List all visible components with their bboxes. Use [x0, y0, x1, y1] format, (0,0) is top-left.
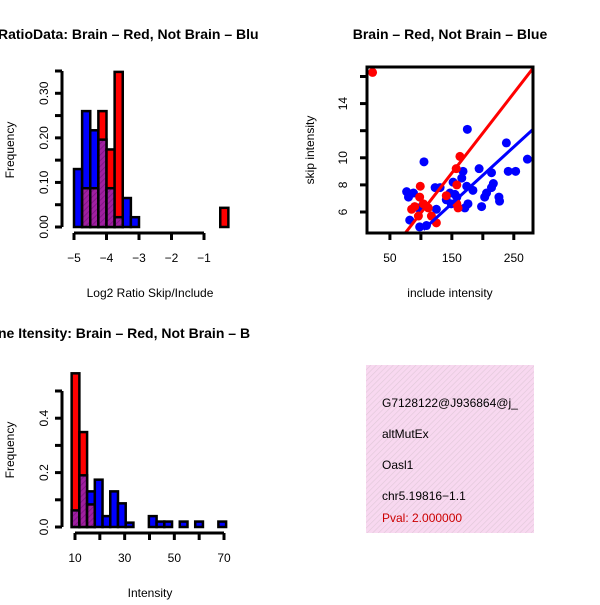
- scatter-point: [457, 173, 467, 183]
- intensity-histogram-title: ne Itensity: Brain – Red, Not Brain – B: [0, 325, 250, 341]
- x-tick-label: 150: [442, 251, 462, 265]
- scatter-point: [415, 222, 425, 232]
- intensity-histogram-xlabel: Intensity: [128, 586, 173, 600]
- histogram-bar: [124, 521, 135, 529]
- ratio-histogram-xlabel: Log2 Ratio Skip/Include: [87, 286, 214, 300]
- histogram-bar: [193, 520, 205, 529]
- y-tick-label: 0.10: [37, 170, 51, 194]
- scatter-point: [477, 202, 487, 212]
- y-tick-label: 6: [336, 208, 350, 215]
- scatter-point: [474, 164, 484, 174]
- x-tick-label: 10: [68, 551, 82, 565]
- scatter-point: [462, 124, 472, 134]
- y-tick-label: 8: [336, 181, 350, 188]
- info-box: G7128122@J936864@j_ altMutEx Oasl1 chr5.…: [366, 365, 534, 533]
- y-tick-label: 10: [336, 151, 350, 165]
- histogram-bar: [217, 520, 228, 529]
- scatter-point: [487, 183, 496, 193]
- histogram-bar: [129, 215, 141, 229]
- histogram-bar: [178, 520, 189, 529]
- x-tick-label: 70: [217, 551, 231, 565]
- info-event-type: altMutEx: [382, 427, 429, 441]
- x-tick-label: 250: [504, 251, 524, 265]
- histogram-bar: [93, 478, 104, 529]
- x-tick-label: −2: [165, 251, 179, 265]
- y-tick-label: 0.0: [37, 518, 51, 535]
- x-tick-label: −3: [132, 251, 146, 265]
- scatter-point: [415, 192, 425, 202]
- x-tick-label: 50: [168, 551, 182, 565]
- scatter-plot-area: [368, 67, 533, 233]
- scatter-point: [410, 202, 420, 212]
- scatter-point: [419, 157, 429, 167]
- histogram-bar: [116, 502, 127, 529]
- scatter-point: [431, 204, 441, 214]
- y-tick-label: 14: [336, 97, 350, 111]
- info-pval: Pval: 2.000000: [382, 511, 462, 525]
- y-tick-label: 0.2: [37, 464, 51, 481]
- y-tick-label: 0.00: [37, 215, 51, 239]
- histogram-bar: [121, 196, 133, 229]
- scatter-xlabel: include intensity: [407, 286, 492, 300]
- scatter-point: [501, 138, 511, 148]
- x-tick-label: −4: [100, 251, 114, 265]
- x-tick-label: −1: [197, 251, 211, 265]
- info-box-background: [366, 365, 534, 533]
- histogram-bar: [219, 206, 230, 229]
- intensity-histogram-panel: ne Itensity: Brain – Red, Not Brain – B …: [0, 325, 250, 600]
- scatter-point: [415, 181, 425, 191]
- scatter-point: [441, 191, 451, 201]
- ratio-histogram-panel: RatioData: Brain – Red, Not Brain – Blu …: [0, 26, 259, 300]
- ratio-histogram-title: RatioData: Brain – Red, Not Brain – Blu: [0, 26, 259, 42]
- scatter-point: [503, 166, 513, 176]
- info-event-id: G7128122@J936864@j_: [382, 396, 518, 410]
- ratio-histogram-ylabel: Frequency: [3, 122, 17, 179]
- scatter-point: [368, 67, 378, 77]
- x-tick-label: −5: [67, 251, 81, 265]
- x-tick-label: 30: [118, 551, 132, 565]
- info-location: chr5.19816−1.1: [382, 489, 466, 503]
- scatter-point: [511, 166, 521, 176]
- scatter-point: [463, 199, 473, 209]
- y-tick-label: 0.30: [37, 81, 51, 105]
- scatter-point: [452, 180, 462, 190]
- scatter-point: [495, 196, 505, 206]
- info-gene: Oasl1: [382, 458, 414, 472]
- scatter-ylabel: skip intensity: [303, 116, 317, 185]
- regression-line: [422, 128, 533, 231]
- regression-line: [403, 67, 533, 233]
- histogram-bar: [163, 520, 174, 529]
- plot-frame: [365, 65, 535, 235]
- intensity-scatter-panel: Brain – Red, Not Brain – Blue include in…: [303, 26, 547, 300]
- scatter-title: Brain – Red, Not Brain – Blue: [353, 26, 548, 42]
- scatter-point: [522, 154, 532, 164]
- intensity-histogram-ylabel: Frequency: [3, 422, 17, 479]
- scatter-point: [458, 166, 468, 176]
- y-tick-label: 0.20: [37, 126, 51, 150]
- y-tick-label: 0.4: [37, 410, 51, 427]
- x-tick-label: 50: [383, 251, 397, 265]
